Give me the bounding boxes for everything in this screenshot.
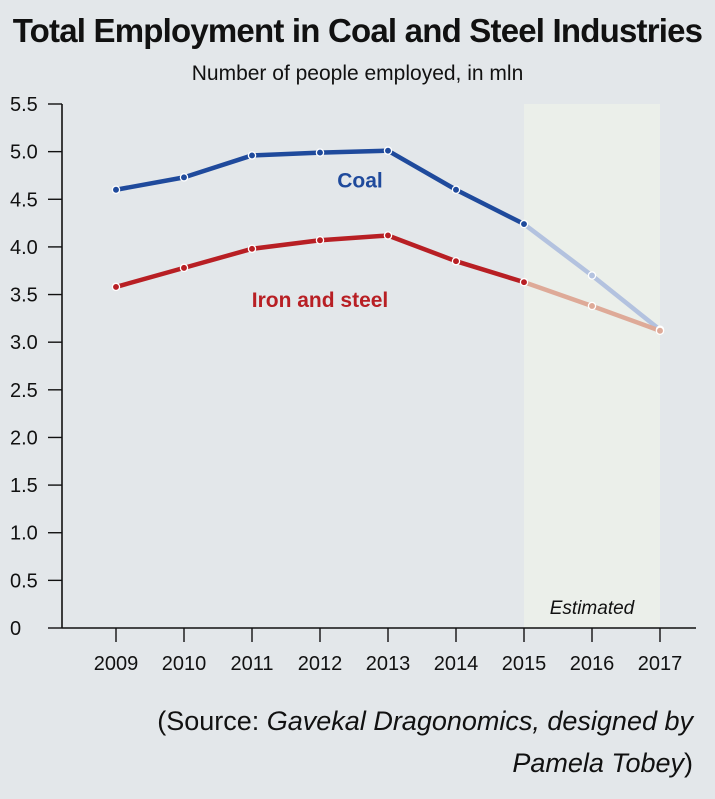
x-tick-label: 2015	[502, 653, 547, 675]
y-tick-label: 0.5	[10, 570, 38, 592]
x-tick-label: 2017	[638, 653, 683, 675]
source-open: (Source:	[157, 706, 267, 736]
x-tick-label: 2012	[298, 653, 343, 675]
y-tick-label: 5.5	[10, 94, 38, 116]
data-point	[451, 256, 461, 266]
source-body: Gavekal Dragonomics, designed by Pamela …	[266, 706, 693, 778]
data-point	[383, 231, 393, 240]
data-point	[655, 326, 665, 335]
chart-subtitle: Number of people employed, in mln	[191, 62, 524, 85]
y-tick-label: 1.0	[10, 523, 38, 545]
estimated-band	[524, 104, 660, 628]
data-point	[247, 151, 257, 160]
data-point	[179, 173, 189, 182]
series-line-0	[113, 148, 527, 227]
y-tick-label: 1.5	[10, 475, 38, 497]
y-tick-label: 2.5	[10, 380, 38, 402]
x-tick-label: 2014	[434, 653, 479, 675]
y-tick-label: 3.0	[10, 332, 38, 354]
data-point	[111, 282, 121, 292]
data-point	[451, 185, 461, 194]
x-tick-label: 2010	[162, 653, 207, 675]
y-tick-label: 0	[10, 618, 21, 640]
series-label: Coal	[337, 170, 383, 193]
y-tick-label: 5.0	[10, 142, 38, 164]
y-tick-label: 2.0	[10, 427, 38, 449]
y-tick-label: 3.5	[10, 285, 38, 307]
series-label: Iron and steel	[252, 289, 389, 312]
x-tick-label: 2011	[230, 653, 273, 675]
x-tick-label: 2016	[570, 653, 615, 675]
chart-title: Total Employment in Coal and Steel Indus…	[12, 12, 703, 49]
y-tick-label: 4.5	[10, 189, 38, 211]
data-point	[315, 235, 325, 245]
data-point	[587, 271, 597, 280]
source-note: (Source: Gavekal Dragonomics, designed b…	[133, 700, 693, 784]
data-point	[587, 301, 597, 311]
data-point	[111, 185, 121, 194]
data-point	[519, 277, 529, 287]
x-tick-label: 2009	[94, 653, 139, 675]
x-tick-label: 2013	[366, 653, 411, 675]
source-close: )	[684, 748, 693, 778]
data-point	[315, 148, 325, 157]
data-point	[383, 146, 393, 155]
data-point	[519, 219, 529, 229]
estimated-label: Estimated	[550, 598, 636, 619]
y-tick-label: 4.0	[10, 237, 38, 259]
data-point	[247, 244, 257, 254]
data-point	[179, 263, 189, 273]
line-chart: Estimated 0 0.5 1.0 1.5 2.0 2.5 3.0 3.5 4.0 4.5 5.…	[10, 94, 696, 675]
